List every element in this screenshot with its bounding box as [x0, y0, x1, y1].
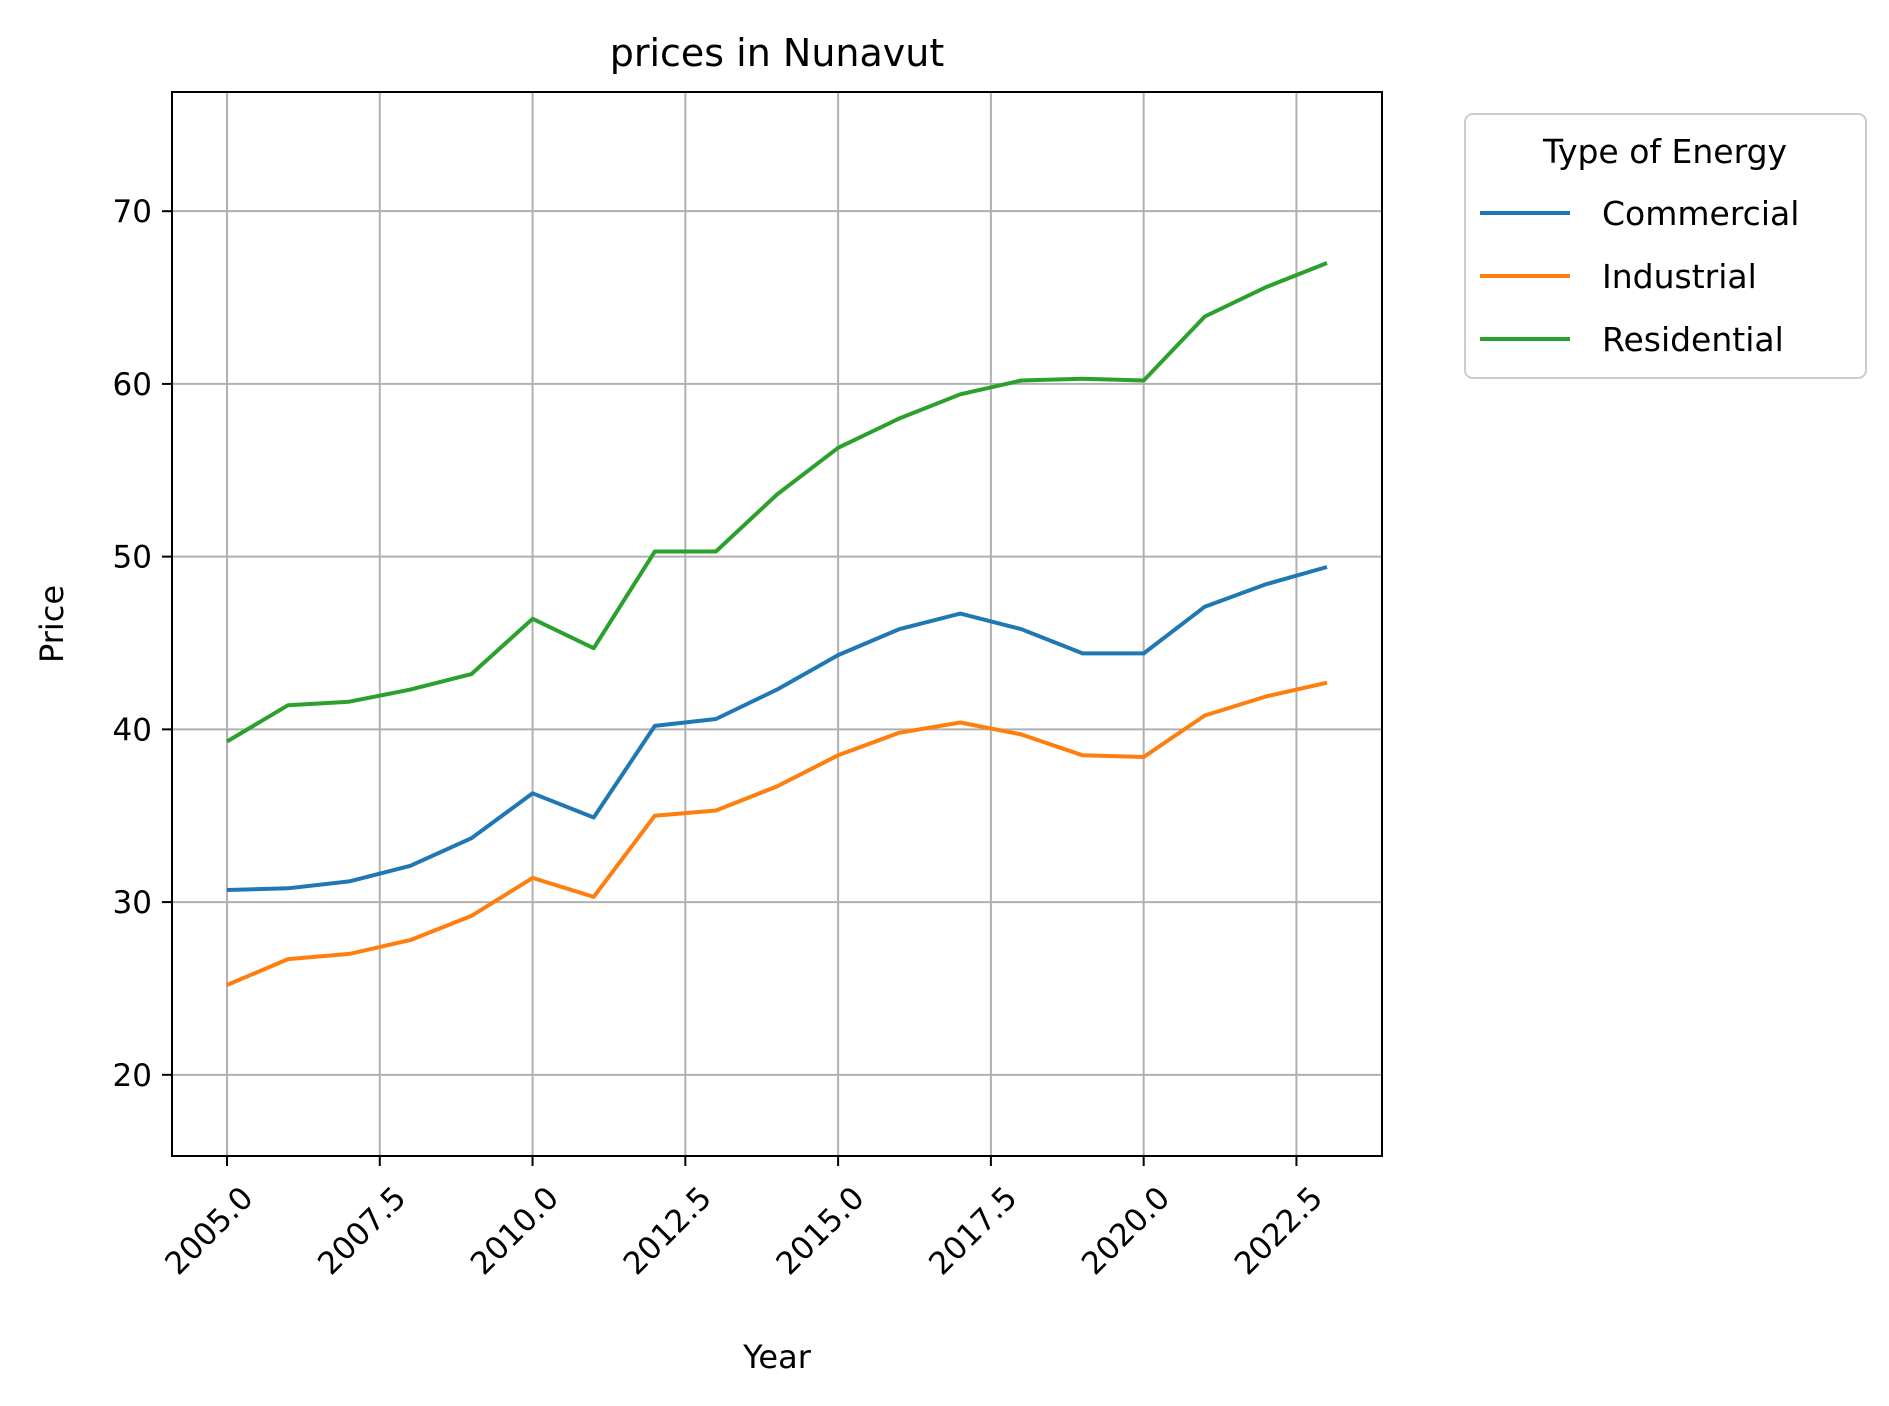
x-axis-title: Year [742, 1338, 812, 1376]
legend-label-residential: Residential [1602, 320, 1784, 359]
y-axis-title: Price [33, 585, 71, 663]
legend-box [1464, 113, 1867, 379]
y-tick-label: 30 [113, 885, 152, 921]
grid [172, 92, 1382, 1156]
legend-title: Type of Energy [1542, 132, 1787, 171]
legend-label-commercial: Commercial [1602, 194, 1799, 233]
legend-entries: Commercial Industrial Residential [1480, 194, 1799, 359]
series-line-residential [225, 261, 1328, 744]
y-tick-label: 40 [113, 712, 152, 748]
plot-frame [171, 91, 1383, 1157]
y-tick-label: 70 [113, 194, 152, 230]
legend-label-industrial: Industrial [1602, 257, 1757, 296]
series-lines [225, 261, 1328, 987]
y-tick-label: 60 [113, 367, 152, 403]
chart-title: prices in Nunavut [610, 31, 945, 75]
y-tick-label: 20 [113, 1058, 152, 1094]
y-tick-label: 50 [113, 540, 152, 576]
legend: Type of Energy Commercial Industrial Resid… [1464, 113, 1867, 379]
series-line-commercial [226, 565, 1328, 892]
series-line-industrial [226, 680, 1328, 987]
y-axis-ticks: 20 30 40 50 60 70 [113, 194, 172, 1094]
